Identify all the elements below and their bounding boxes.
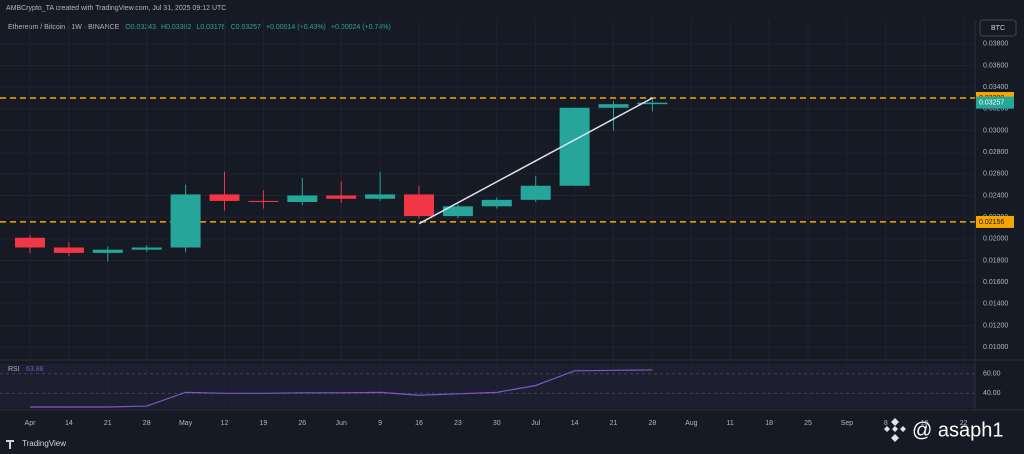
last-price-label: 0.03257 bbox=[979, 100, 1004, 107]
candle-body bbox=[598, 104, 629, 108]
y-tick-label: 0.01400 bbox=[983, 301, 1008, 308]
x-tick-label: Jun bbox=[336, 420, 347, 427]
price-tag bbox=[976, 215, 1014, 228]
footer-logo: TradingView bbox=[22, 439, 66, 448]
candle-body bbox=[326, 195, 357, 199]
legend-value: C0.03257 bbox=[231, 24, 261, 31]
candle-body bbox=[92, 249, 123, 253]
x-tick-label: 15 bbox=[921, 420, 929, 427]
candle-body bbox=[520, 185, 551, 200]
candle-body bbox=[131, 247, 162, 250]
x-tick-label: 21 bbox=[104, 420, 112, 427]
x-tick-label: 23 bbox=[454, 420, 462, 427]
y-tick-label: 0.01600 bbox=[983, 279, 1008, 286]
candle-body bbox=[637, 102, 668, 105]
x-tick-label: 11 bbox=[727, 420, 734, 427]
y-tick-label: 0.03400 bbox=[983, 84, 1008, 91]
price-tag-label: 0.02156 bbox=[979, 219, 1004, 226]
candle-body bbox=[248, 200, 279, 202]
y-tick-label: 0.02600 bbox=[983, 171, 1008, 178]
last-price-tag bbox=[976, 96, 1014, 109]
candle-body bbox=[170, 194, 201, 248]
legend-value: +0.00014 (+0.43%) bbox=[266, 24, 326, 31]
logo-icon bbox=[6, 440, 14, 449]
x-tick-label: 26 bbox=[298, 420, 306, 427]
y-tick-label: 0.02400 bbox=[983, 192, 1008, 199]
candle-body bbox=[442, 206, 473, 217]
y-tick-label: 0.03000 bbox=[983, 127, 1008, 134]
currency-button[interactable] bbox=[979, 19, 1017, 37]
header: AMBCrypto_TA created with TradingView.co… bbox=[6, 5, 226, 12]
y-tick-label: 0.03800 bbox=[983, 41, 1008, 48]
candle-body bbox=[15, 237, 45, 248]
x-tick-label: May bbox=[179, 420, 193, 427]
watermark: @ asaph1 bbox=[912, 419, 1003, 441]
x-tick-label: 14 bbox=[571, 420, 579, 427]
x-tick-label: 14 bbox=[65, 420, 73, 427]
x-tick-label: 21 bbox=[610, 420, 618, 427]
candle-body bbox=[559, 107, 590, 186]
x-tick-label: 18 bbox=[765, 420, 773, 427]
x-tick-label: 8 bbox=[884, 420, 888, 427]
x-tick-label: 16 bbox=[415, 420, 423, 427]
candle-body bbox=[481, 199, 512, 207]
x-tick-label: 22 bbox=[960, 420, 968, 427]
rsi-tick-label: 60.00 bbox=[983, 371, 1001, 378]
trend-line bbox=[418, 97, 653, 225]
x-tick-label: Jul bbox=[531, 420, 540, 427]
indicator-value: 63.88 bbox=[26, 366, 44, 373]
y-tick-label: 0.01800 bbox=[983, 257, 1008, 264]
indicator-name: RSI bbox=[8, 366, 20, 373]
symbol-title: Ethereum / Bitcoin · 1W · BINANCE bbox=[8, 24, 120, 31]
legend-value: O0.03243 bbox=[125, 24, 156, 31]
y-tick-label: 0.02800 bbox=[983, 149, 1008, 156]
x-tick-label: Apr bbox=[25, 420, 37, 427]
x-tick-label: 12 bbox=[221, 420, 229, 427]
watermark-icon bbox=[884, 418, 906, 442]
x-tick-label: 30 bbox=[493, 420, 501, 427]
candle-body bbox=[404, 194, 434, 217]
currency-label[interactable]: BTC bbox=[991, 25, 1005, 32]
price-axis bbox=[975, 20, 1024, 410]
rsi-tick-label: 40.00 bbox=[983, 390, 1001, 397]
y-tick-label: 0.01200 bbox=[983, 322, 1008, 329]
y-tick-label: 0.03600 bbox=[983, 62, 1008, 69]
legend-value: +0.00024 (+0.74%) bbox=[331, 24, 391, 31]
rsi-line bbox=[30, 369, 653, 408]
y-tick-label: 0.02000 bbox=[983, 236, 1008, 243]
x-tick-label: 19 bbox=[260, 420, 268, 427]
x-tick-label: 28 bbox=[143, 420, 151, 427]
candle-body bbox=[365, 194, 396, 199]
x-tick-label: 28 bbox=[649, 420, 657, 427]
candle-body bbox=[53, 247, 84, 253]
candle-body bbox=[209, 194, 240, 201]
y-tick-label: 0.03200 bbox=[983, 106, 1008, 113]
x-tick-label: Sep bbox=[841, 420, 854, 427]
legend-value: H0.03302 bbox=[161, 24, 191, 31]
y-tick-label: 0.01000 bbox=[983, 344, 1008, 351]
x-tick-label: 25 bbox=[804, 420, 812, 427]
legend-value: L0.03176 bbox=[196, 24, 225, 31]
x-tick-label: 9 bbox=[378, 420, 382, 427]
x-tick-label: Aug bbox=[685, 420, 698, 427]
candle-body bbox=[287, 195, 318, 202]
